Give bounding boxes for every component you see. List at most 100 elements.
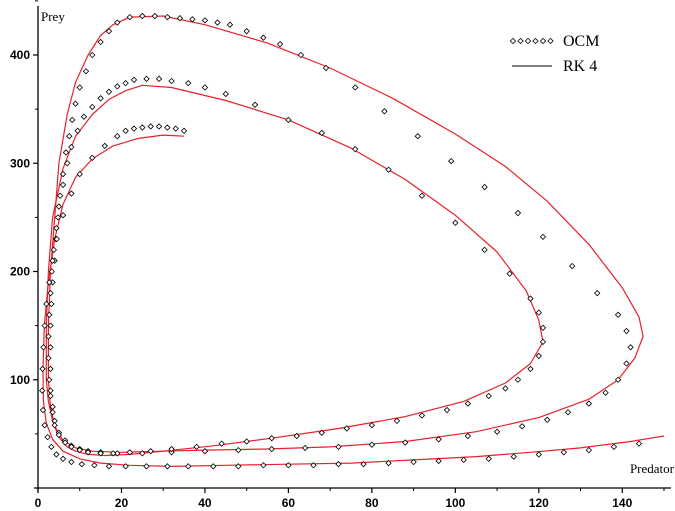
ocm-point — [452, 219, 459, 226]
ocm-point — [447, 157, 455, 165]
axes: 0 20 40 60 80 100 120 140 100 200 300 400 — [10, 0, 671, 510]
ocm-point — [46, 279, 53, 286]
ocm-point — [143, 463, 150, 470]
ocm-point — [164, 463, 171, 470]
ocm-point — [139, 124, 146, 131]
ocm-point — [76, 170, 83, 178]
ocm-point — [147, 448, 154, 455]
ocm-series-middle — [45, 75, 547, 457]
ocm-point — [114, 133, 121, 140]
ocm-point — [39, 387, 46, 394]
ocm-point — [235, 446, 242, 454]
ocm-point — [47, 365, 54, 373]
ocm-point — [68, 443, 75, 451]
ocm-point — [352, 84, 359, 91]
ocm-point — [435, 457, 442, 465]
ocm-point — [39, 406, 47, 414]
y-ticks: 100 200 300 400 — [10, 0, 38, 435]
ocm-point — [114, 450, 121, 457]
ocm-point — [50, 246, 58, 254]
ocm-point — [460, 456, 467, 464]
ocm-point — [510, 453, 517, 460]
ocm-point — [155, 123, 163, 130]
ocm-point — [201, 17, 209, 24]
x-tick-label: 40 — [198, 496, 212, 510]
ocm-point — [635, 440, 643, 447]
x-tick-label: 100 — [445, 496, 465, 510]
ocm-point — [535, 309, 542, 316]
ocm-point — [56, 192, 64, 199]
ocm-point — [59, 212, 67, 219]
ocm-point — [210, 463, 217, 470]
ocm-point — [602, 389, 609, 396]
ocm-point — [335, 443, 342, 451]
ocm-point — [101, 142, 108, 150]
y-tick-label: 300 — [10, 156, 30, 170]
ocm-point — [485, 455, 492, 462]
ocm-point — [126, 449, 133, 456]
ocm-point — [41, 422, 48, 429]
ocm-point — [54, 214, 62, 221]
ocm-point — [285, 462, 292, 469]
x-ticks: 0 20 40 60 80 100 120 140 — [35, 488, 665, 510]
legend-ocm-diamond — [539, 37, 547, 45]
ocm-point — [97, 450, 104, 457]
ocm-point — [189, 16, 196, 23]
ocm-point — [268, 435, 275, 442]
ocm-point — [418, 412, 426, 419]
ocm-point — [114, 19, 121, 26]
ocm-point — [368, 422, 376, 429]
ocm-point — [91, 462, 98, 469]
ocm-point — [147, 123, 154, 130]
legend-ocm-diamond — [517, 37, 524, 45]
ocm-point — [226, 21, 234, 28]
ocm-point — [560, 449, 568, 456]
legend-ocm-diamond — [547, 37, 554, 45]
ocm-point — [76, 84, 83, 91]
ocm-point — [481, 183, 488, 191]
ocm-point — [97, 95, 104, 102]
ocm-point — [214, 19, 221, 26]
ocm-point — [53, 225, 60, 232]
ocm-point — [393, 417, 401, 425]
ocm-point — [89, 103, 96, 111]
rk4-curve-outer — [47, 15, 644, 453]
ocm-point — [105, 88, 113, 95]
legend-label-ocm: OCM — [563, 33, 599, 50]
ocm-point — [481, 246, 488, 254]
ocm-point — [49, 409, 56, 416]
legend-ocm-marker — [509, 37, 554, 45]
ocm-point — [360, 461, 367, 468]
ocm-point — [122, 127, 129, 134]
x-tick-label: 80 — [365, 496, 379, 510]
ocm-point — [105, 28, 113, 35]
ocm-point — [368, 441, 376, 448]
ocm-point — [46, 376, 53, 383]
ocm-point — [569, 262, 576, 270]
ocm-point — [168, 445, 175, 453]
ocm-point — [385, 459, 392, 467]
ocm-point — [48, 443, 55, 451]
ocm-point — [84, 449, 92, 456]
x-tick-label: 60 — [282, 496, 296, 510]
rk4-curve-inner — [42, 134, 665, 467]
ocm-point — [435, 436, 442, 443]
ocm-point — [410, 458, 417, 466]
ocm-point — [518, 423, 526, 430]
ocm-point — [385, 166, 392, 173]
legend-ocm-diamond — [509, 37, 517, 45]
ocm-point — [564, 409, 572, 416]
ocm-point — [485, 392, 492, 400]
legend-ocm-diamond — [524, 37, 532, 45]
ocm-point — [39, 365, 46, 373]
ocm-point — [222, 90, 229, 98]
ocm-point — [72, 100, 79, 107]
ocm-point — [89, 51, 96, 59]
x-tick-label: 0 — [35, 496, 42, 510]
y-axis-title: Prey — [41, 9, 65, 24]
ocm-point — [610, 443, 618, 451]
ocm-point — [201, 84, 209, 91]
ocm-point — [260, 462, 267, 469]
ocm-point — [614, 376, 622, 383]
